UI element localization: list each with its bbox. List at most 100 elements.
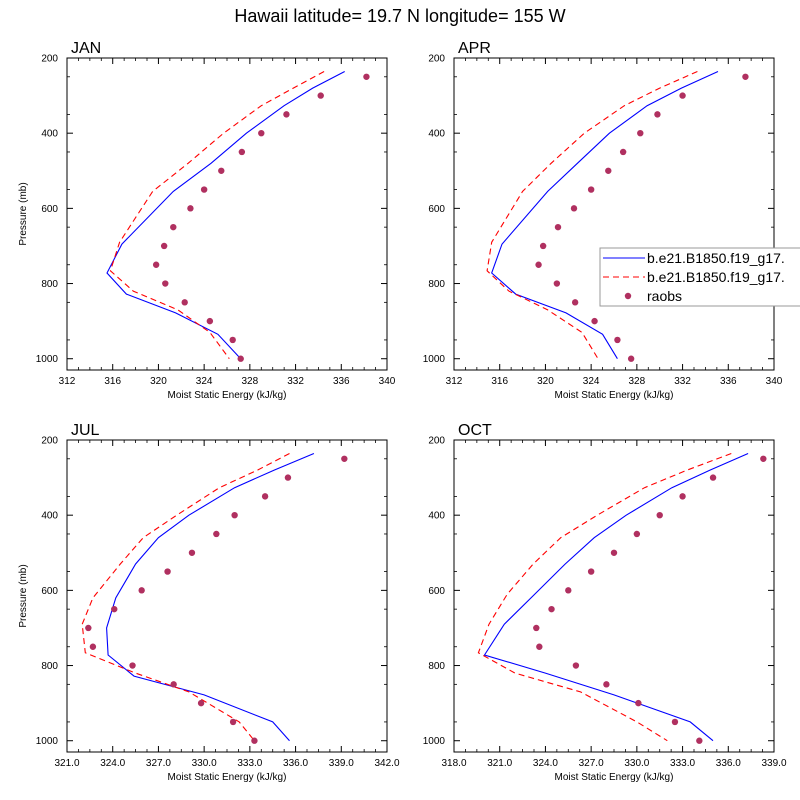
raobs-point xyxy=(619,148,627,156)
x-tick-label: 324.0 xyxy=(533,758,558,769)
raobs-point xyxy=(635,699,642,707)
x-axis-label: Moist Static Energy (kJ/kg) xyxy=(555,390,674,401)
raobs-point xyxy=(671,718,679,726)
raobs-point xyxy=(614,336,621,344)
plot-frame xyxy=(453,439,775,753)
raobs-point xyxy=(89,643,97,650)
raobs-point xyxy=(231,511,238,519)
raobs-point xyxy=(571,299,579,306)
y-tick-label: 200 xyxy=(428,54,445,65)
x-axis-label: Moist Static Energy (kJ/kg) xyxy=(168,772,287,783)
raobs-point xyxy=(536,643,543,650)
raobs-point xyxy=(341,455,348,462)
x-tick-label: 312 xyxy=(446,376,463,387)
raobs-point xyxy=(605,167,612,174)
legend: b.e21.B1850.f19_g17. b.e21.B1850.f19_g17.… xyxy=(599,247,800,307)
raobs-point xyxy=(587,186,595,193)
series-dashed-line xyxy=(477,452,732,742)
raobs-point xyxy=(251,737,258,744)
raobs-point xyxy=(152,261,160,268)
y-tick-label: 1000 xyxy=(36,736,59,747)
raobs-point xyxy=(679,493,686,500)
raobs-point xyxy=(258,129,265,137)
legend-label: b.e21.B1850.f19_g17. xyxy=(647,269,785,285)
panel-jan: JAN 312 316 320 324 328 332 336 340 200 400 600 800 1… xyxy=(18,40,396,401)
x-axis-label: Moist Static Energy (kJ/kg) xyxy=(555,772,674,783)
raobs-point xyxy=(603,681,610,688)
raobs-point xyxy=(565,587,572,594)
raobs-point xyxy=(218,167,225,174)
y-tick-label: 1000 xyxy=(423,736,446,747)
series-solid-line xyxy=(491,70,719,359)
x-tick-label: 321.0 xyxy=(487,758,512,769)
y-axis-label: Pressure (mb) xyxy=(18,564,29,627)
x-tick-label: 316 xyxy=(104,376,121,387)
y-tick-label: 200 xyxy=(41,436,58,447)
x-tick-label: 330.0 xyxy=(192,758,217,769)
raobs-point xyxy=(237,355,244,362)
y-tick-label: 200 xyxy=(41,54,58,65)
raobs-point xyxy=(187,205,194,212)
y-tick-label: 800 xyxy=(41,661,58,672)
y-tick-label: 800 xyxy=(41,279,58,290)
raobs-point xyxy=(548,605,555,613)
x-tick-label: 327.0 xyxy=(579,758,604,769)
x-tick-label: 339.0 xyxy=(761,758,786,769)
raobs-point xyxy=(238,148,246,156)
series-solid-line xyxy=(106,452,315,742)
raobs-point xyxy=(283,111,290,118)
x-tick-label: 339.0 xyxy=(329,758,354,769)
panel-oct: OCT 318.0 321.0 324.0 327.0 330.0 333.0 336.0 33… xyxy=(423,422,787,783)
panel-title: JAN xyxy=(71,40,101,57)
panel-title: JUL xyxy=(71,422,100,439)
x-tick-label: 332 xyxy=(674,376,691,387)
raobs-point xyxy=(709,474,717,481)
raobs-point xyxy=(200,186,208,193)
x-tick-label: 318.0 xyxy=(441,758,466,769)
y-tick-label: 600 xyxy=(41,586,58,597)
raobs-point xyxy=(170,681,177,688)
raobs-point xyxy=(261,493,269,500)
raobs-point xyxy=(553,280,561,287)
y-tick-label: 1000 xyxy=(36,354,59,365)
series-dashed-line xyxy=(109,71,325,360)
x-tick-label: 316 xyxy=(491,376,508,387)
series-solid-line xyxy=(483,452,749,742)
x-tick-label: 330.0 xyxy=(624,758,649,769)
raobs-point xyxy=(188,549,196,556)
legend-marker xyxy=(624,292,632,300)
y-tick-label: 1000 xyxy=(423,354,446,365)
x-tick-label: 340 xyxy=(379,376,396,387)
raobs-point xyxy=(679,92,686,99)
y-tick-label: 400 xyxy=(41,511,58,522)
raobs-point xyxy=(554,223,562,231)
series-solid-line xyxy=(106,71,345,360)
x-tick-label: 332 xyxy=(287,376,304,387)
raobs-point xyxy=(206,317,214,325)
raobs-point xyxy=(633,530,641,538)
x-tick-label: 333.0 xyxy=(237,758,262,769)
x-tick-label: 324 xyxy=(583,376,600,387)
x-tick-label: 336.0 xyxy=(283,758,308,769)
x-tick-label: 324 xyxy=(196,376,213,387)
raobs-point xyxy=(284,474,292,481)
raobs-point xyxy=(627,355,635,362)
raobs-point xyxy=(181,299,188,306)
y-tick-label: 600 xyxy=(428,204,445,215)
raobs-point xyxy=(533,624,540,632)
series-dashed-line xyxy=(486,70,698,359)
raobs-point xyxy=(160,242,168,250)
raobs-point xyxy=(170,223,177,231)
x-tick-label: 328 xyxy=(629,376,646,387)
plot-frame xyxy=(453,57,775,371)
raobs-point xyxy=(539,242,547,250)
raobs-point xyxy=(197,699,205,707)
raobs-point xyxy=(587,568,595,575)
panel-title: OCT xyxy=(458,422,492,439)
y-tick-label: 400 xyxy=(428,129,445,140)
x-tick-label: 336 xyxy=(720,376,737,387)
plot-frame xyxy=(66,57,388,371)
x-tick-label: 340 xyxy=(766,376,783,387)
panel-title: APR xyxy=(458,40,491,57)
panel-apr: APR 312 316 320 324 328 332 336 340 200 400 600 800 1… xyxy=(423,40,783,401)
